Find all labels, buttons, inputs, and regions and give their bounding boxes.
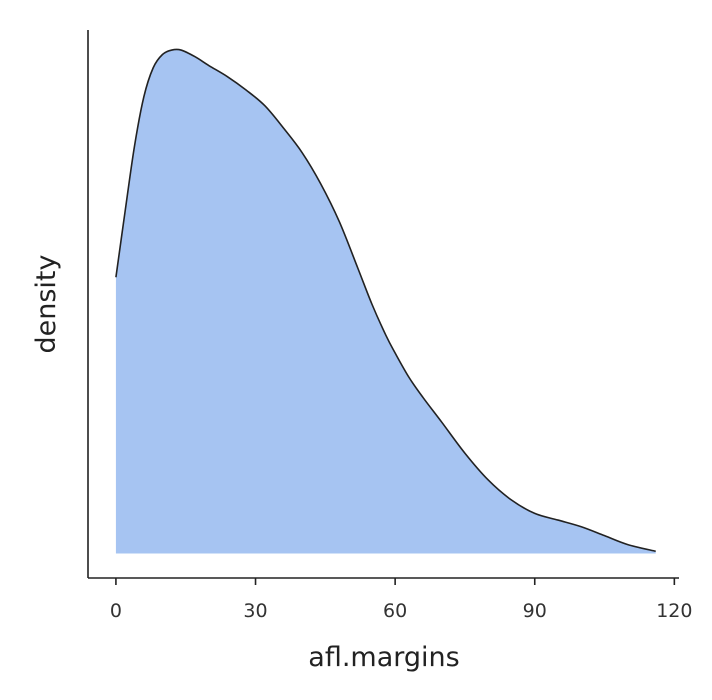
x-axis-ticks: 0 30 60 90 120: [110, 578, 692, 622]
plot-area: [115, 48, 656, 554]
x-tick-label: 30: [243, 600, 267, 622]
x-tick-label: 60: [383, 600, 407, 622]
y-axis-title: density: [31, 254, 62, 353]
x-axis-title: afl.margins: [308, 642, 459, 673]
x-tick-label: 0: [110, 600, 122, 622]
density-area: [115, 49, 656, 554]
x-tick-label: 90: [523, 600, 547, 622]
density-curve: [115, 48, 656, 553]
x-tick-label: 120: [656, 600, 692, 622]
